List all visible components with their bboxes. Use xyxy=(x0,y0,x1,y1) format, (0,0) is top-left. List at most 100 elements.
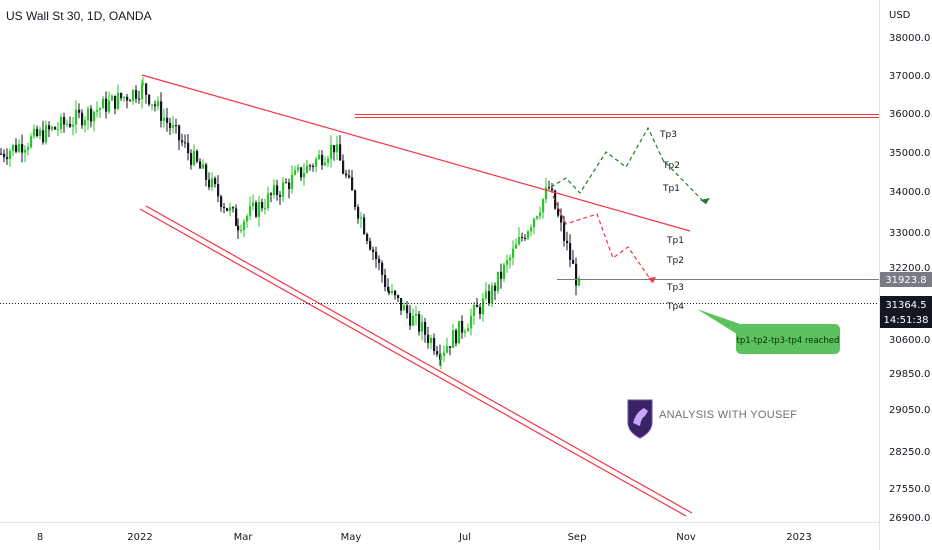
price-tick-label: 34000.0 xyxy=(889,187,930,198)
candle-body xyxy=(433,338,436,352)
candle-body xyxy=(557,208,560,216)
lower-channel-line-2[interactable] xyxy=(145,205,693,514)
candle-body xyxy=(279,194,282,197)
candle-body xyxy=(512,248,515,258)
candle-body xyxy=(476,305,479,308)
candle-body xyxy=(339,144,342,161)
candle-body xyxy=(473,305,476,316)
price-tick-label: 28250.0 xyxy=(889,447,930,458)
candle-body xyxy=(169,122,172,128)
candle-body xyxy=(566,240,569,244)
candle-body xyxy=(412,315,415,326)
watermark-text: ANALYSIS WITH YOUSEF xyxy=(659,409,797,421)
bullish-projection-arrowhead xyxy=(700,198,710,204)
candle-body xyxy=(415,314,418,316)
candle-body xyxy=(276,185,279,195)
candle-body xyxy=(324,162,327,166)
candle-body xyxy=(99,108,102,110)
candle-body xyxy=(69,123,72,127)
candle-body xyxy=(90,108,93,122)
candle-body xyxy=(33,128,36,137)
candle-body xyxy=(397,295,400,298)
candle-body xyxy=(527,231,530,239)
candle-body xyxy=(199,161,202,169)
candle-body xyxy=(255,202,258,217)
candle-body xyxy=(436,351,439,355)
up-target-label: Tp2 xyxy=(662,161,680,171)
bearish-projection-arrowhead xyxy=(648,277,656,283)
callout-reached[interactable]: tp1-tp2-tp3-tp4 reached xyxy=(697,309,840,354)
candle-body xyxy=(220,196,223,208)
time-axis-ticks[interactable]: 8 2022 Mar May Jul Sep Nov 2023 xyxy=(37,532,812,543)
candle-body xyxy=(400,297,403,311)
candle-body xyxy=(87,108,90,121)
candle-body xyxy=(366,234,369,241)
candle-body xyxy=(321,154,324,166)
candle-body xyxy=(184,142,187,144)
candle-body xyxy=(193,151,196,165)
price-tick-label: 38000.0 xyxy=(889,33,930,44)
candle-body xyxy=(261,201,264,209)
candle-body xyxy=(560,215,563,223)
candle-body xyxy=(291,174,294,190)
price-tick-label: 35000.0 xyxy=(889,148,930,159)
candle-body xyxy=(142,83,145,85)
last-price-text: 31364.5 xyxy=(885,300,926,311)
candle-body xyxy=(151,104,154,106)
candles-group xyxy=(0,77,581,370)
candle-body xyxy=(217,184,220,197)
candle-body xyxy=(306,165,309,174)
bearish-projection-path[interactable] xyxy=(552,195,654,284)
candle-body xyxy=(530,227,533,232)
candle-body xyxy=(273,185,276,196)
candle-body xyxy=(455,330,458,344)
candle-body xyxy=(111,95,114,101)
candle-body xyxy=(211,178,214,188)
candle-body xyxy=(45,125,48,143)
lower-channel-line-1[interactable] xyxy=(139,208,687,517)
candle-body xyxy=(318,154,321,160)
candle-body xyxy=(372,249,375,252)
candle-body xyxy=(93,111,96,122)
candle-body xyxy=(551,188,554,191)
price-axis-ticks[interactable]: 38000.0 37000.0 36000.0 35000.0 34000.0 33000… xyxy=(889,33,930,524)
candle-body xyxy=(190,153,193,165)
candle-body xyxy=(105,98,108,112)
candle-body xyxy=(51,127,54,130)
candle-body xyxy=(342,160,345,174)
candle-body xyxy=(363,217,366,235)
candle-body xyxy=(138,98,141,100)
candle-body xyxy=(482,298,485,315)
candle-body xyxy=(285,182,288,184)
candle-body xyxy=(258,201,261,217)
candle-body xyxy=(384,274,387,287)
time-tick-label: 2023 xyxy=(786,532,811,543)
down-target-label: Tp1 xyxy=(666,236,684,246)
price-tick-label: 29850.0 xyxy=(889,369,930,380)
candle-body xyxy=(443,352,446,356)
bullish-projection-path[interactable] xyxy=(550,126,707,205)
price-tick-label: 30600.0 xyxy=(889,335,930,346)
candle-body xyxy=(214,178,217,185)
candle-body xyxy=(232,207,235,209)
price-tick-label: 27550.0 xyxy=(889,484,930,495)
candle-body xyxy=(72,124,75,127)
candle-body xyxy=(12,144,15,152)
candle-body xyxy=(578,278,581,286)
candle-body xyxy=(336,144,339,153)
candle-body xyxy=(157,101,160,107)
time-tick-label: May xyxy=(341,532,362,543)
candle-body xyxy=(391,290,394,293)
candle-body xyxy=(506,260,509,265)
candle-body xyxy=(21,144,24,153)
candle-body xyxy=(348,175,351,178)
candle-body xyxy=(467,328,470,332)
candle-body xyxy=(449,346,452,348)
level-price-label: 31923.8 xyxy=(880,272,932,287)
candle-body xyxy=(78,109,81,113)
candle-body xyxy=(312,165,315,167)
candle-body xyxy=(424,321,427,335)
upper-trendline[interactable] xyxy=(141,74,691,232)
time-tick-label: 8 xyxy=(37,532,43,543)
